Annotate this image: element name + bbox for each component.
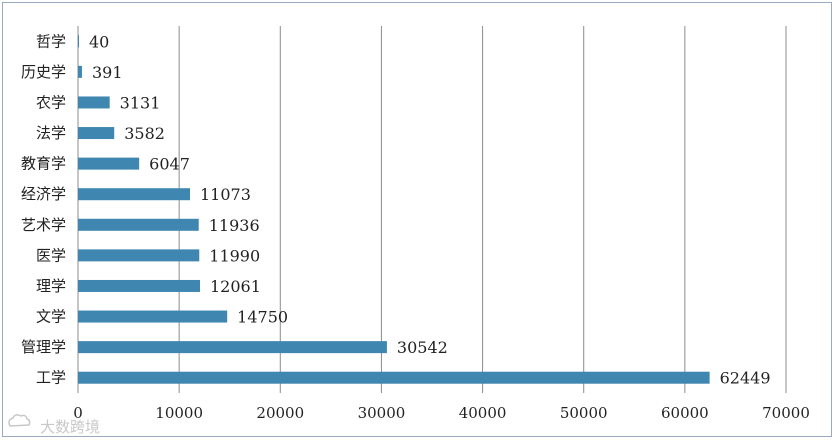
bar-6	[78, 218, 199, 231]
bar-9	[78, 127, 115, 140]
x-tick-label-10000: 10000	[155, 404, 203, 422]
bar-3	[78, 310, 228, 323]
category-label-12: 哲学	[36, 32, 66, 50]
category-label-5: 医学	[36, 246, 66, 264]
bar-4	[78, 279, 200, 292]
bar-5	[78, 249, 200, 262]
bar-11	[78, 65, 82, 78]
bars	[78, 35, 710, 384]
value-label-1: 62449	[720, 369, 771, 388]
category-labels: 工学 管理学 文学 理学 医学 艺术学 经济学 教育学 法学 农学 历史学 哲学	[21, 32, 66, 386]
watermark: 大数跨境	[8, 414, 100, 436]
category-label-7: 经济学	[21, 185, 66, 203]
bar-7	[78, 188, 190, 201]
x-tick-label-40000: 40000	[459, 404, 507, 422]
value-label-11: 391	[92, 63, 123, 82]
bar-2	[78, 341, 387, 354]
bar-12	[78, 35, 79, 48]
value-label-6: 11936	[209, 216, 260, 235]
value-label-12: 40	[89, 32, 109, 51]
category-label-9: 法学	[36, 124, 66, 142]
value-label-7: 11073	[200, 185, 251, 204]
value-label-2: 30542	[397, 338, 448, 357]
x-tick-label-0: 0	[73, 404, 83, 422]
category-label-2: 管理学	[21, 338, 66, 356]
x-axis-tick-labels: 0 10000 20000 30000 40000 50000 60000 70000	[73, 404, 810, 422]
category-label-8: 教育学	[21, 155, 66, 173]
value-labels: 62449 30542 14750 12061 11990 11936 11073 6047 3…	[89, 32, 771, 387]
value-label-10: 3131	[120, 93, 161, 112]
value-label-5: 11990	[209, 246, 260, 265]
x-tick-label-60000: 60000	[661, 404, 709, 422]
bar-10	[78, 96, 110, 109]
x-tick-label-70000: 70000	[762, 404, 810, 422]
bar-8	[78, 157, 140, 170]
grid-lines	[77, 26, 787, 393]
category-label-1: 工学	[36, 369, 66, 387]
category-label-10: 农学	[36, 93, 66, 111]
watermark-text: 大数跨境	[40, 418, 100, 436]
category-label-4: 理学	[36, 277, 66, 295]
cloud-logo-icon	[8, 414, 31, 427]
value-label-3: 14750	[237, 308, 288, 327]
value-label-8: 6047	[149, 155, 190, 174]
x-tick-label-50000: 50000	[560, 404, 608, 422]
category-label-3: 文学	[36, 308, 66, 326]
value-label-4: 12061	[210, 277, 261, 296]
x-tick-label-20000: 20000	[256, 404, 304, 422]
category-label-11: 历史学	[21, 63, 66, 81]
bar-1	[78, 371, 710, 384]
x-tick-label-30000: 30000	[358, 404, 406, 422]
value-label-9: 3582	[124, 124, 165, 143]
category-label-6: 艺术学	[21, 216, 66, 234]
